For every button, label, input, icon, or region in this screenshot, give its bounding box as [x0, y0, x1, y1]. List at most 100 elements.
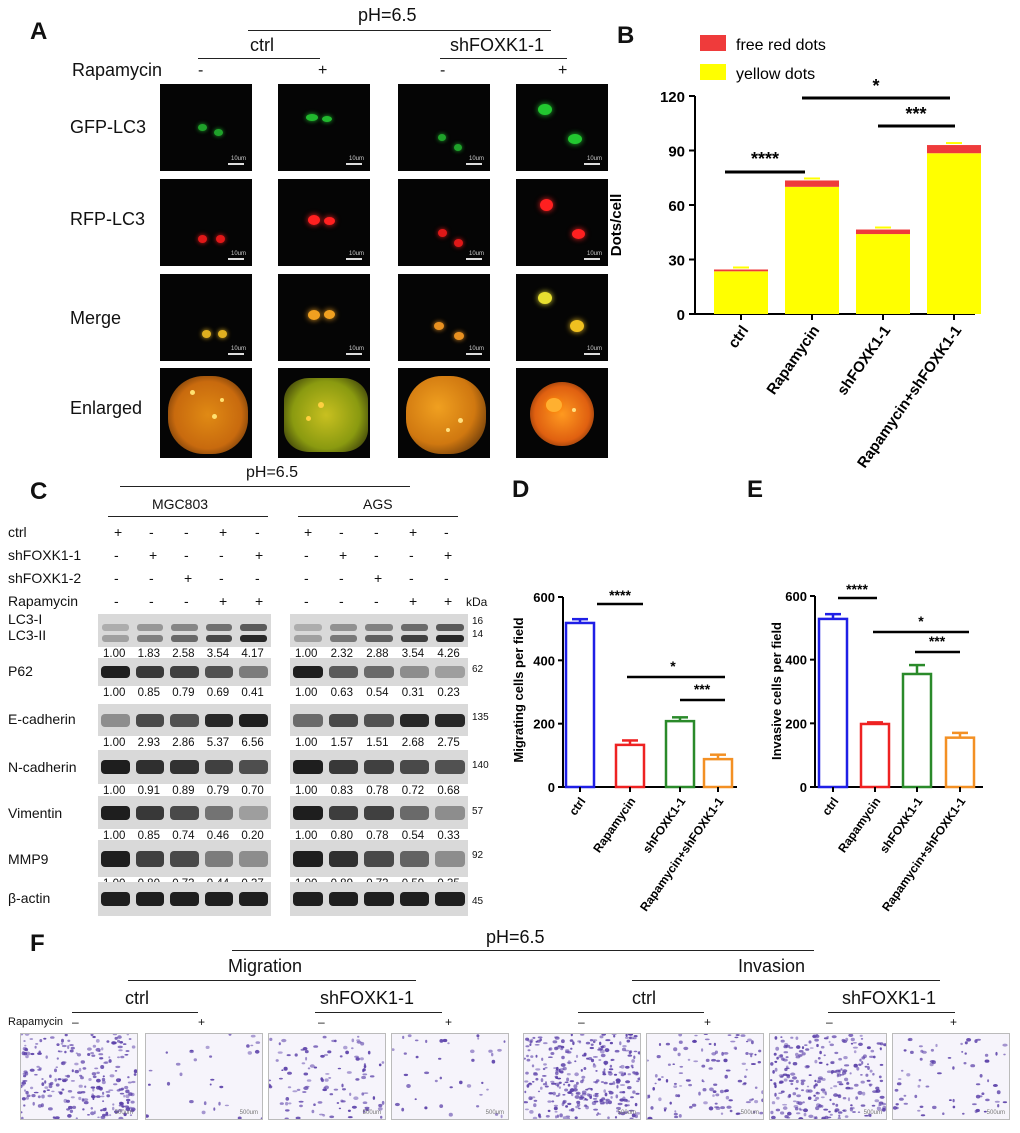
quant-value: 5.37: [206, 737, 230, 749]
quant-value: 0.80: [330, 830, 353, 842]
panel-a-group-sh: shFOXK1-1: [450, 35, 545, 55]
quant-value: 0.79: [206, 785, 230, 797]
treat-label-sh2: shFOXK1-2: [8, 570, 82, 586]
bar-ctrl: [817, 617, 849, 789]
micrograph-merge-sh: 10um: [398, 274, 490, 361]
bar-rapamycin-shfoxk1-1: [702, 757, 734, 789]
quant-value: 3.54: [206, 648, 230, 660]
bar-shfoxk1-1: [664, 719, 696, 789]
treat-label-sh1: shFOXK1-1: [8, 547, 82, 563]
micrograph-merge-rapa: 10um: [278, 274, 370, 361]
micrograph-merge-ctrl: 10um: [160, 274, 252, 361]
bar-rapamycin: [859, 722, 891, 789]
quant-value: 1.51: [366, 737, 389, 749]
transwell-image: 500um: [646, 1033, 764, 1120]
sig-d2: *: [670, 658, 676, 674]
mw-actin: 45: [472, 896, 484, 907]
xtick-label: Rapamycin+shFOXK1-1: [879, 794, 968, 913]
treatment-sign: +: [149, 547, 158, 563]
panel-f-migration: Migration: [228, 956, 303, 976]
treatment-sign: -: [114, 570, 119, 586]
protein-label-ncad: N-cadherin: [8, 759, 77, 775]
protein-label-lc3-i: LC3-I: [8, 611, 43, 627]
panel-f-mig-ctrl-line: [72, 1012, 198, 1013]
b-bar-free-red-dots: [714, 269, 768, 272]
micrograph-gfp-ctrl: 10um: [160, 84, 252, 171]
legend-label-red: free red dots: [736, 37, 826, 54]
panel-e-ylabel: Invasive cells per field: [769, 622, 784, 760]
treatment-sign: -: [255, 524, 260, 540]
micrograph-gfp-sh: 10um: [398, 84, 490, 171]
quant-value: 1.00: [103, 737, 126, 749]
quant-value: 0.70: [241, 785, 264, 797]
panel-a-row-merge: Merge: [70, 308, 122, 328]
treatment-sign: -: [339, 593, 344, 609]
quant-value: 0.46: [206, 830, 230, 842]
treat-label-rapa: Rapamycin: [8, 593, 79, 609]
ytick-label: 0: [548, 780, 555, 795]
blot-lc3-i: [290, 614, 468, 647]
panel-f-sign-1: –: [72, 1015, 79, 1029]
xtick-label: ctrl: [819, 795, 841, 818]
mw-ecad: 135: [472, 712, 489, 723]
blot-e-cadherin: [98, 704, 271, 736]
panel-a-ph-line: [248, 30, 551, 31]
treatment-sign: -: [409, 547, 414, 563]
ytick-label: 400: [533, 653, 555, 668]
ytick-label: 200: [785, 716, 807, 731]
panel-b-bars: [714, 142, 981, 314]
quant-value: 2.93: [137, 737, 160, 749]
treatment-sign: -: [149, 593, 154, 609]
micrograph-enlarged-rapa-sh: [516, 368, 608, 458]
micrograph-enlarged-rapa: [278, 368, 370, 458]
quant-value: 0.69: [206, 687, 230, 699]
quant-value: 0.31: [401, 687, 425, 699]
panel-a-row-rfp: RFP-LC3: [70, 209, 146, 229]
treatment-sign: -: [374, 593, 379, 609]
b-ytick-label: 90: [668, 144, 685, 161]
panel-a-group-ctrl: ctrl: [250, 35, 274, 55]
treatment-sign: -: [339, 570, 344, 586]
sig-d3: ***: [694, 681, 711, 697]
quant-value: 2.88: [366, 648, 389, 660]
panel-c-ph: pH=6.5: [246, 464, 299, 481]
panel-b-letter: B: [617, 22, 635, 49]
transwell-image: 500um: [268, 1033, 386, 1120]
treatment-sign: +: [444, 593, 453, 609]
treatment-sign: -: [114, 547, 119, 563]
panel-f-inv-sh: shFOXK1-1: [842, 988, 937, 1008]
scale-label: 500um: [740, 1110, 759, 1116]
b-xtick-label: ctrl: [725, 323, 752, 352]
sig-e1: ****: [846, 581, 868, 597]
quant-value: 2.75: [437, 737, 460, 749]
panel-c-letter: C: [30, 478, 48, 505]
panel-a-sh-line: [440, 58, 567, 59]
quant-value: 0.41: [241, 687, 264, 699]
quant-value: 1.00: [295, 648, 318, 660]
panel-f-inv-ctrl: ctrl: [632, 988, 656, 1008]
ytick-label: 0: [800, 780, 807, 795]
treatment-sign: +: [255, 547, 264, 563]
panel-c-cell1-line: [108, 516, 268, 517]
panel-f-inv-sh-line: [828, 1012, 955, 1013]
quant-value: 1.00: [295, 737, 318, 749]
quant-value: 2.58: [172, 648, 195, 660]
protein-label-actin: β-actin: [8, 890, 51, 906]
b-bar-yellow-dots: [714, 271, 768, 314]
micrograph-gfp-rapa: 10um: [278, 84, 370, 171]
micrograph-enlarged-sh: [398, 368, 490, 458]
panel-f-invasion-line: [632, 980, 940, 981]
scale-label: 500um: [485, 1110, 504, 1116]
treatment-sign: +: [444, 547, 453, 563]
legend-swatch-yellow: [700, 64, 726, 80]
sig-d1: ****: [609, 587, 631, 603]
panel-d-ylabel: Migrating cells per field: [511, 617, 526, 762]
transwell-image: 500um: [20, 1033, 138, 1120]
mw-ncad: 140: [472, 760, 489, 771]
b-bar-yellow-dots: [856, 234, 910, 314]
quant-value: 0.91: [137, 785, 160, 797]
quant-value: 1.00: [103, 785, 126, 797]
treatment-sign: -: [184, 524, 189, 540]
panel-f-invasion: Invasion: [738, 956, 806, 976]
panel-a-sign-4: +: [558, 62, 568, 79]
